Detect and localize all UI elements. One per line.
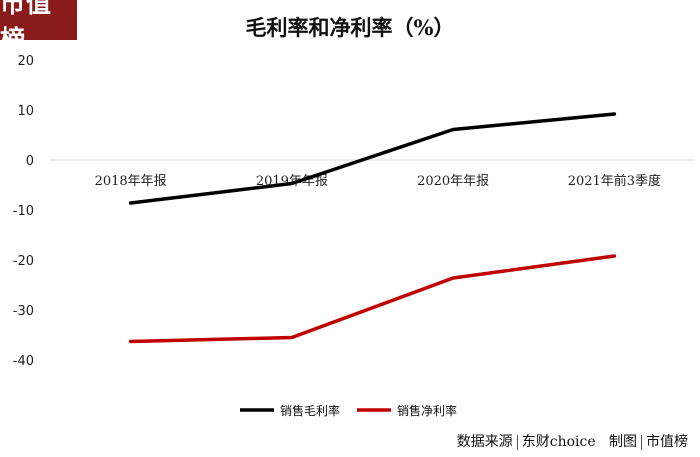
y-tick-label: 0 [26, 154, 34, 169]
source-value: 东财choice [521, 434, 596, 450]
x-tick-label: 2020年年报 [417, 174, 489, 189]
legend-label: 销售毛利率 [280, 403, 340, 418]
site-logo: 市值榜 [0, 0, 77, 54]
series-line-1 [128, 112, 617, 205]
y-axis-ticks: 20 10 0 -10 -20 -30 -40 [13, 54, 34, 369]
made-label: 制图 [609, 434, 637, 450]
chart-title: 毛利率和净利率（%） [245, 15, 455, 40]
series-line-2 [128, 254, 617, 344]
x-axis-tick-labels: 2018年年报 2019年年报 2020年年报 2021年前3季度 [95, 173, 661, 189]
y-tick-label: 10 [17, 104, 34, 119]
divider [641, 434, 642, 450]
legend: 销售毛利率 销售净利率 [240, 403, 457, 418]
y-tick-label: -30 [13, 304, 34, 319]
source-label: 数据来源 [456, 434, 513, 450]
y-tick-label: -10 [13, 204, 34, 219]
y-tick-label: -40 [13, 354, 34, 369]
y-tick-label: 20 [17, 54, 34, 69]
x-tick-label: 2018年年报 [95, 174, 167, 189]
series-lines [128, 112, 617, 344]
divider [516, 434, 518, 450]
y-tick-label: -20 [13, 254, 34, 269]
made-value: 市值榜 [646, 434, 688, 450]
x-tick-label: 2021年前3季度 [568, 173, 661, 189]
legend-label: 销售净利率 [397, 403, 457, 418]
footer-credit: 数据来源 东财choice 制图 市值榜 [457, 431, 688, 451]
